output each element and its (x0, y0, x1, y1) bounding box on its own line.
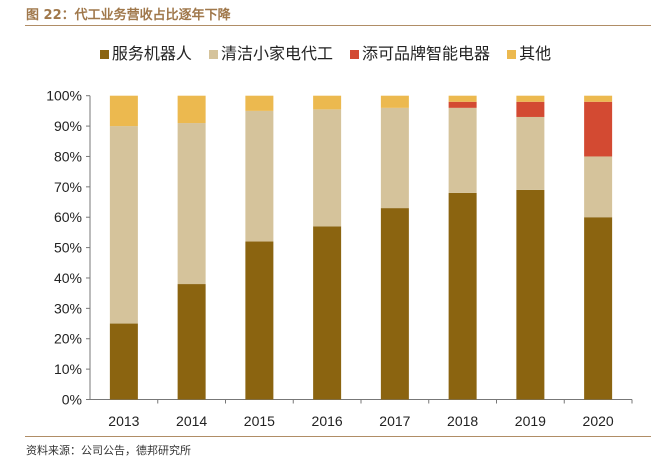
bar-segment-2015-series-1 (245, 110, 274, 242)
bar-segment-2019-series-0 (516, 189, 545, 400)
y-tick-label: 30% (54, 300, 82, 316)
x-tick-label: 2014 (176, 413, 207, 429)
source-note: 资料来源：公司公告，德邦研究所 (26, 444, 191, 457)
footer-divider (25, 436, 651, 437)
bar-segment-2020-series-2 (584, 101, 613, 157)
bar-segment-2013-series-1 (109, 126, 138, 324)
bar-segment-2014-series-0 (177, 284, 206, 400)
bar-segment-2013-series-3 (109, 95, 138, 127)
x-tick-label: 2020 (583, 413, 614, 429)
legend-label: 清洁小家电代工 (220, 44, 333, 63)
y-tick-label: 90% (54, 118, 82, 134)
bar-segment-2018-series-2 (448, 101, 477, 108)
legend-swatch (99, 50, 109, 59)
legend-item: 其他 (507, 40, 551, 64)
bar-segment-2016-series-0 (313, 226, 342, 400)
legend-label: 添可品牌智能电器 (362, 44, 491, 63)
legend-item: 服务机器人 (99, 40, 192, 64)
bar-segment-2016-series-3 (313, 95, 342, 110)
legend-swatch (350, 50, 360, 59)
x-tick-label: 2015 (244, 413, 275, 429)
x-tick-label: 2016 (312, 413, 343, 429)
bar-segment-2017-series-0 (380, 208, 409, 400)
bar-segment-2015-series-0 (245, 241, 274, 400)
legend-label: 服务机器人 (111, 44, 192, 63)
bar-segment-2018-series-0 (448, 192, 477, 400)
x-tick-label: 2013 (108, 413, 139, 429)
y-tick-label: 0% (62, 392, 82, 408)
bar-segment-2019-series-2 (516, 101, 545, 117)
bar-segment-2017-series-1 (380, 107, 409, 209)
title-divider (25, 25, 651, 26)
legend-swatch (507, 50, 517, 59)
bar-segment-2020-series-0 (584, 217, 613, 400)
legend-swatch (208, 50, 218, 59)
bar-segment-2013-series-0 (109, 323, 138, 400)
bar-segment-2014-series-1 (177, 123, 206, 285)
y-tick-label: 70% (54, 179, 82, 195)
bar-segment-2017-series-3 (380, 95, 409, 108)
legend-item: 添可品牌智能电器 (350, 40, 490, 64)
bar-segment-2019-series-3 (516, 95, 545, 102)
y-tick-label: 20% (54, 331, 82, 347)
y-tick-label: 40% (54, 270, 82, 286)
bar-segment-2015-series-3 (245, 95, 274, 111)
y-tick-label: 50% (54, 240, 82, 256)
bar-segment-2016-series-1 (313, 109, 342, 227)
bar-segment-2019-series-1 (516, 116, 545, 190)
y-tick-label: 100% (46, 88, 82, 104)
legend-item: 清洁小家电代工 (208, 40, 333, 64)
x-tick-label: 2019 (515, 413, 546, 429)
bar-segment-2018-series-3 (448, 95, 477, 102)
x-tick-label: 2018 (447, 413, 478, 429)
bar-segment-2014-series-3 (177, 95, 206, 124)
figure-title: 图 22：代工业务营收占比逐年下降 (26, 8, 231, 23)
y-tick-label: 60% (54, 209, 82, 225)
bar-segment-2020-series-3 (584, 95, 613, 102)
x-tick-label: 2017 (379, 413, 410, 429)
bar-segment-2018-series-1 (448, 107, 477, 193)
legend-label: 其他 (519, 44, 552, 63)
y-tick-label: 80% (54, 148, 82, 164)
y-tick-label: 10% (54, 361, 82, 377)
legend: 服务机器人 清洁小家电代工 添可品牌智能电器 其他 (0, 40, 651, 64)
bar-segment-2020-series-1 (584, 156, 613, 218)
